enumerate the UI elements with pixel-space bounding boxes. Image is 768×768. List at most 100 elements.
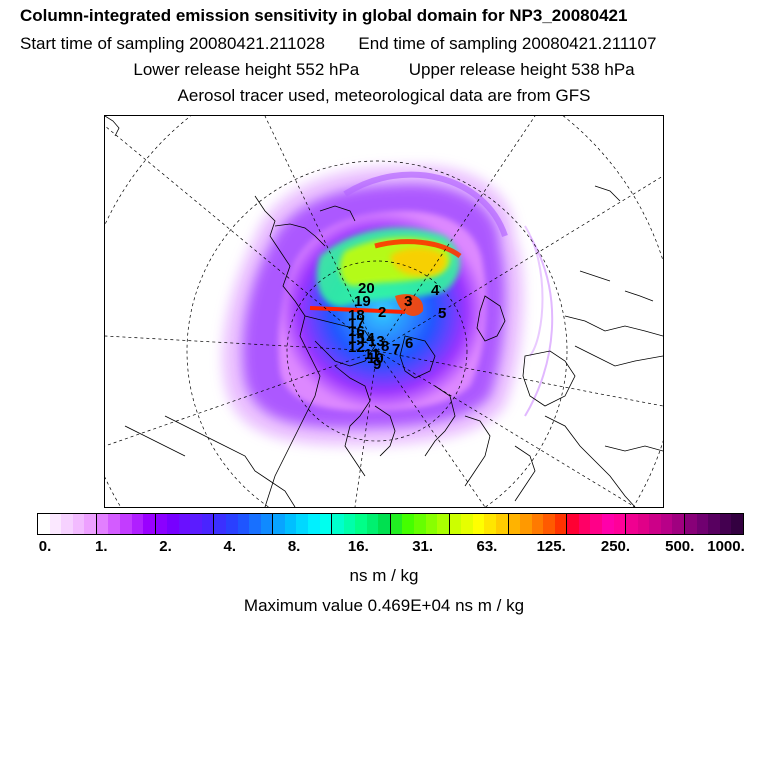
colorbar-segment bbox=[472, 514, 485, 534]
map-panel: 20 19 18 17 16 15 14 13 12 11 10 9 8 7 6… bbox=[104, 115, 664, 508]
sensitivity-field bbox=[222, 165, 554, 446]
colorbar-segment bbox=[660, 514, 673, 534]
receptor-label: 13 bbox=[368, 333, 385, 350]
colorbar-segment bbox=[520, 514, 532, 534]
colorbar-segment bbox=[155, 514, 168, 534]
colorbar-segment bbox=[273, 514, 285, 534]
colorbar-ticks: 0. 1. 2. 4. 8. 16. 31. 63. 125. 250. 500. 1000. bbox=[0, 538, 768, 558]
colorbar-segment bbox=[167, 514, 179, 534]
end-time-label: End time of sampling 20080421.211107 bbox=[358, 34, 657, 53]
receptor-label: 3 bbox=[404, 293, 412, 310]
receptor-label: 8 bbox=[381, 338, 389, 355]
colorbar-segment bbox=[696, 514, 709, 534]
receptor-label: 5 bbox=[438, 305, 446, 322]
colorbar-segment bbox=[38, 514, 50, 534]
colorbar-segment bbox=[178, 514, 191, 534]
colorbar-segment bbox=[226, 514, 238, 534]
colorbar-segment bbox=[719, 514, 732, 534]
colorbar-segment bbox=[307, 514, 320, 534]
colorbar-segment bbox=[84, 514, 97, 534]
colorbar-tick-label: 8. bbox=[287, 538, 301, 555]
colorbar-segment bbox=[590, 514, 602, 534]
colorbar-segment bbox=[649, 514, 661, 534]
colorbar-tick-label: 250. bbox=[600, 538, 631, 555]
colorbar-segment bbox=[543, 514, 555, 534]
colorbar-segment bbox=[402, 514, 414, 534]
colorbar-segment bbox=[119, 514, 132, 534]
receptor-label: 18 bbox=[348, 307, 365, 324]
colorbar-segment bbox=[425, 514, 438, 534]
receptor-label: 11 bbox=[364, 346, 380, 363]
colorbar-segment bbox=[319, 514, 333, 534]
sampling-time-line: Start time of sampling 20080421.211028 E… bbox=[20, 34, 656, 54]
release-height-line: Lower release height 552 hPa Upper relea… bbox=[0, 60, 768, 80]
colorbar-segment bbox=[96, 514, 109, 534]
colorbar-segment bbox=[626, 514, 638, 534]
colorbar-segment bbox=[143, 514, 156, 534]
colorbar-segment bbox=[355, 514, 367, 534]
colorbar-segment bbox=[414, 514, 426, 534]
colorbar-segment bbox=[214, 514, 226, 534]
colorbar-segment bbox=[554, 514, 568, 534]
receptor-label: 17 bbox=[348, 315, 365, 332]
colorbar-segment bbox=[190, 514, 202, 534]
colorbar-tick-label: 16. bbox=[347, 538, 369, 555]
colorbar-segment bbox=[260, 514, 274, 534]
colorbar-segment bbox=[249, 514, 261, 534]
colorbar-segment bbox=[531, 514, 544, 534]
colorbar-tick-label: 0. bbox=[38, 538, 52, 555]
colorbar-segment bbox=[390, 514, 403, 534]
colorbar-segment bbox=[484, 514, 496, 534]
colorbar-tick-label: 4. bbox=[223, 538, 237, 555]
colorbar-segment bbox=[237, 514, 250, 534]
receptor-label: 16 bbox=[348, 323, 365, 340]
colorbar-segment bbox=[366, 514, 379, 534]
colorbar-segment bbox=[672, 514, 685, 534]
figure-title: Column-integrated emission sensitivity i… bbox=[20, 6, 628, 25]
colorbar-segment bbox=[437, 514, 450, 534]
receptor-label: 9 bbox=[373, 356, 381, 373]
colorbar-segment bbox=[131, 514, 144, 534]
colorbar-tick-label: 1. bbox=[95, 538, 108, 555]
colorbar-segment bbox=[72, 514, 85, 534]
receptor-label: 6 bbox=[405, 335, 413, 352]
receptor-label: 20 bbox=[358, 280, 375, 297]
lower-release-label: Lower release height 552 hPa bbox=[133, 60, 360, 79]
colorbar-segment bbox=[613, 514, 627, 534]
graticule bbox=[105, 116, 663, 507]
colorbar-segment bbox=[578, 514, 591, 534]
colorbar-tick-label: 31. bbox=[412, 538, 434, 555]
receptor-label: 14 bbox=[358, 330, 375, 347]
colorbar-segment bbox=[731, 514, 743, 534]
receptor-label: 2 bbox=[378, 304, 386, 321]
receptor-label: 10 bbox=[367, 350, 384, 367]
colorbar bbox=[37, 513, 744, 535]
receptor-label: 19 bbox=[354, 293, 371, 310]
colorbar-segment bbox=[378, 514, 391, 534]
colorbar-segment bbox=[708, 514, 720, 534]
receptor-label: 12 bbox=[348, 339, 365, 356]
colorbar-segment bbox=[343, 514, 356, 534]
colorbar-segment bbox=[508, 514, 521, 534]
colorbar-segment bbox=[49, 514, 62, 534]
start-time-label: Start time of sampling 20080421.211028 bbox=[20, 34, 325, 53]
colorbar-segment bbox=[108, 514, 120, 534]
colorbar-tick-label: 1000. bbox=[707, 538, 745, 555]
polar-map: 20 19 18 17 16 15 14 13 12 11 10 9 8 7 6… bbox=[105, 116, 663, 507]
colorbar-segment bbox=[495, 514, 509, 534]
colorbar-tick-label: 500. bbox=[665, 538, 695, 555]
colorbar-tick-label: 125. bbox=[536, 538, 566, 555]
colorbar-segment bbox=[637, 514, 650, 534]
receptor-label: 15 bbox=[348, 330, 365, 347]
receptor-label: 7 bbox=[392, 341, 400, 358]
units-label: ns m / kg bbox=[349, 566, 419, 585]
colorbar-segment bbox=[461, 514, 473, 534]
coastlines bbox=[105, 116, 663, 507]
colorbar-segment bbox=[567, 514, 579, 534]
colorbar-segment bbox=[61, 514, 73, 534]
colorbar-segment bbox=[602, 514, 614, 534]
colorbar-segment bbox=[296, 514, 308, 534]
colorbar-segment bbox=[284, 514, 297, 534]
receptor-labels: 20 19 18 17 16 15 14 13 12 11 10 9 8 7 6… bbox=[348, 280, 446, 373]
maximum-value-label: Maximum value 0.469E+04 ns m / kg bbox=[243, 596, 525, 615]
